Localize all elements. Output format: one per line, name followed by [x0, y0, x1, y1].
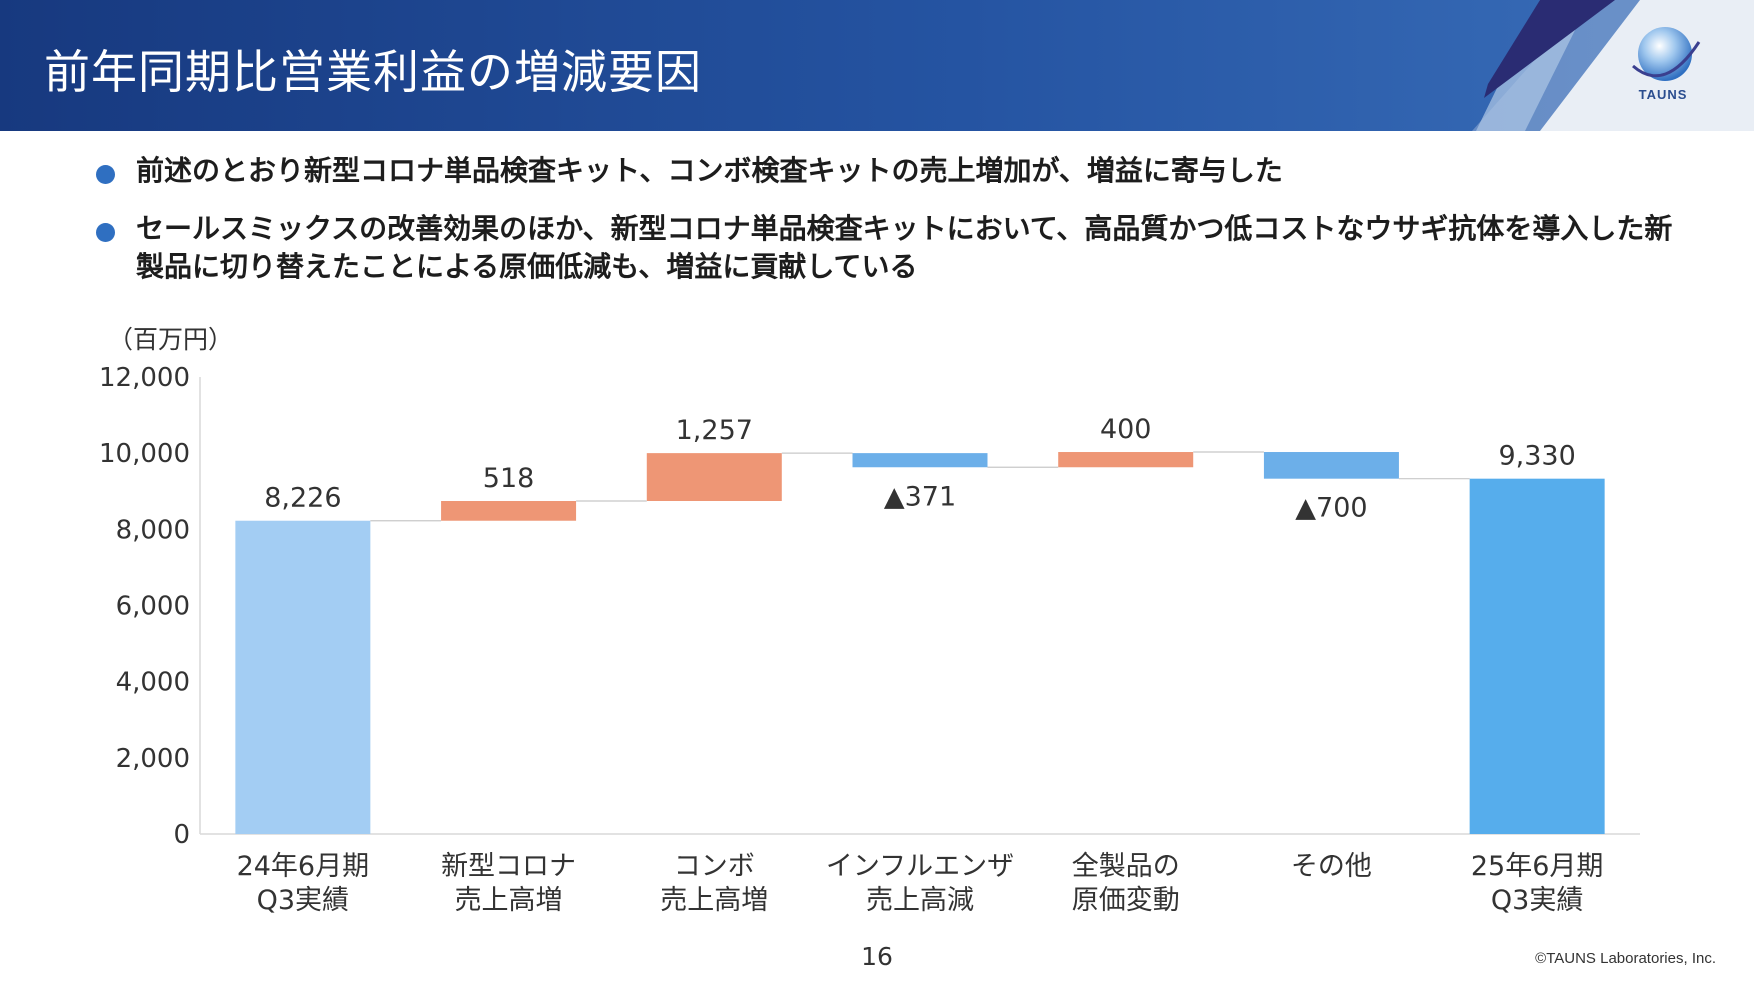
y-tick-label: 0 — [173, 820, 190, 850]
bar-decrease — [852, 453, 988, 468]
company-logo-text: TAUNS — [1638, 87, 1688, 102]
bar-increase — [646, 453, 782, 501]
copyright-text: ©TAUNS Laboratories, Inc. — [1535, 950, 1716, 967]
bar-total — [1469, 478, 1605, 834]
data-label: ▲371 — [884, 481, 956, 512]
x-tick-label: 原価変動 — [1072, 885, 1180, 916]
x-tick-label: 全製品の — [1072, 851, 1180, 882]
bullet-item: セールスミックスの改善効果のほか、新型コロナ単品検査キットにおいて、高品質かつ低… — [96, 210, 1696, 286]
bullet-list: 前述のとおり新型コロナ単品検査キット、コンボ検査キットの売上増加が、増益に寄与し… — [96, 152, 1696, 306]
y-tick-label: 8,000 — [116, 515, 190, 545]
header-bar: 前年同期比営業利益の増減要因 TAUNS — [0, 0, 1754, 131]
x-tick-label: 24年6月期 — [237, 851, 370, 882]
x-tick-label: Q3実績 — [1491, 885, 1583, 916]
x-tick-label: インフルエンザ — [826, 851, 1014, 882]
data-label: 518 — [483, 463, 535, 494]
data-label: 8,226 — [264, 483, 341, 514]
company-logo-icon — [1632, 27, 1701, 81]
x-tick-label: 25年6月期 — [1471, 851, 1604, 882]
y-tick-label: 12,000 — [99, 363, 190, 393]
x-tick-label: 新型コロナ — [441, 851, 576, 882]
y-tick-label: 2,000 — [116, 744, 190, 774]
bullet-dot-icon — [96, 165, 115, 184]
x-tick-label: 売上高増 — [660, 885, 768, 916]
bar-increase — [1058, 452, 1194, 468]
data-label: ▲700 — [1295, 493, 1367, 524]
chart-unit-label: （百万円） — [108, 325, 234, 354]
y-tick-label: 10,000 — [99, 439, 190, 469]
x-tick-label: 売上高増 — [455, 885, 563, 916]
x-tick-label: コンボ — [674, 851, 755, 882]
x-tick-label: Q3実績 — [257, 885, 349, 916]
page-number: 16 — [861, 942, 893, 971]
data-label: 9,330 — [1498, 441, 1575, 472]
bullet-item: 前述のとおり新型コロナ単品検査キット、コンボ検査キットの売上増加が、増益に寄与し… — [96, 152, 1696, 190]
x-tick-label: その他 — [1291, 851, 1372, 882]
bullet-text: 前述のとおり新型コロナ単品検査キット、コンボ検査キットの売上増加が、増益に寄与し… — [136, 154, 1283, 187]
bullet-dot-icon — [96, 223, 115, 242]
bullet-text: セールスミックスの改善効果のほか、新型コロナ単品検査キットにおいて、高品質かつ低… — [136, 212, 1673, 283]
bar-total — [235, 520, 371, 834]
bar-increase — [441, 500, 577, 521]
bar-decrease — [1263, 452, 1399, 479]
x-tick-label: 売上高減 — [866, 885, 974, 916]
data-label: 1,257 — [676, 415, 753, 446]
y-tick-label: 4,000 — [116, 668, 190, 698]
y-tick-label: 6,000 — [116, 592, 190, 622]
data-label: 400 — [1100, 414, 1152, 445]
page-title: 前年同期比営業利益の増減要因 — [44, 45, 702, 99]
